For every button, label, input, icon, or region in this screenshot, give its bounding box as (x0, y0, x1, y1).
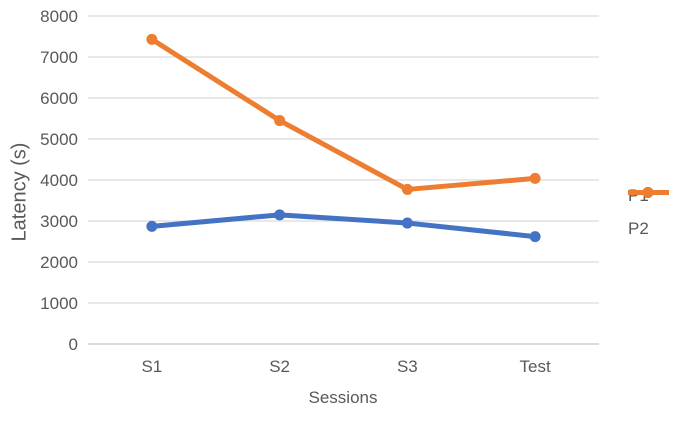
data-point-marker-p2 (529, 172, 541, 184)
x-tick-label: S2 (269, 357, 290, 376)
y-tick-label: 5000 (40, 130, 78, 149)
data-point-marker-p2 (274, 115, 286, 127)
x-tick-label: S3 (397, 357, 418, 376)
y-tick-label: 4000 (40, 171, 78, 190)
y-tick-label: 7000 (40, 48, 78, 67)
data-point-marker-p2 (146, 33, 158, 45)
legend-item-p2: P2 (628, 187, 669, 238)
legend-marker-p2-icon (628, 187, 669, 198)
y-tick-label: 8000 (40, 7, 78, 26)
x-tick-label: S1 (141, 357, 162, 376)
y-tick-label: 0 (69, 335, 78, 354)
x-axis-title: Sessions (308, 388, 378, 407)
legend-label-p2: P2 (628, 219, 649, 238)
y-tick-label: 2000 (40, 253, 78, 272)
series-line-p2 (149, 36, 538, 192)
legend: P1 P2 (628, 186, 669, 238)
data-point-marker-p1 (401, 217, 413, 229)
y-axis-title: Latency (s) (8, 142, 31, 242)
y-tick-label: 1000 (40, 294, 78, 313)
data-point-marker-p1 (146, 220, 158, 232)
y-tick-label: 6000 (40, 89, 78, 108)
data-point-marker-p2 (401, 183, 413, 195)
series-line-p1 (149, 212, 538, 240)
x-tick-label: Test (520, 357, 551, 376)
data-point-marker-p1 (529, 231, 541, 243)
y-tick-label: 3000 (40, 212, 78, 231)
data-point-marker-p1 (274, 209, 286, 221)
